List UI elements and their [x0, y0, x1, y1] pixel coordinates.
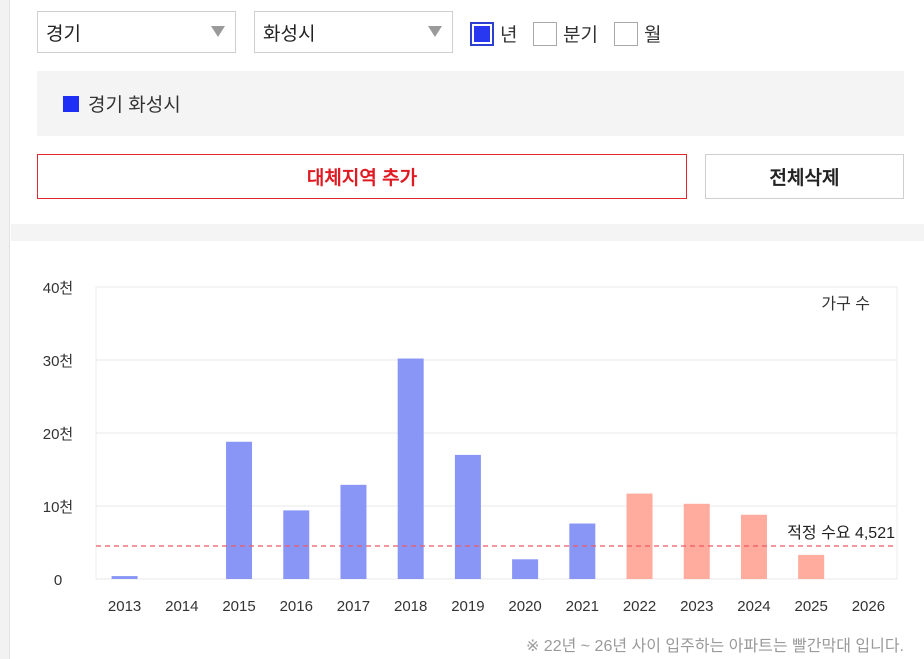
- bar: [226, 441, 253, 579]
- checkbox-icon[interactable]: [533, 21, 557, 46]
- bar: [512, 559, 539, 579]
- bar: [111, 576, 138, 579]
- bar: [626, 493, 653, 579]
- bar: [569, 523, 596, 579]
- period-month-label: 월: [644, 25, 662, 46]
- section-divider: [11, 224, 924, 241]
- reference-line-label: 적정 수요 4,521: [787, 524, 895, 542]
- city-select[interactable]: 화성시: [254, 11, 453, 53]
- x-tick-label: 2016: [280, 598, 313, 615]
- city-select-value: 화성시: [263, 23, 316, 45]
- supply-bar-chart: 0 10천 20천 30천 40천 2013 2014 2015 2016 2017 2018 201…: [43, 280, 898, 615]
- add-region-button[interactable]: 대체지역 추가: [37, 154, 687, 199]
- legend-label: 경기 화성시: [88, 95, 181, 116]
- bar: [454, 454, 481, 579]
- y-tick-label: 30천: [43, 353, 74, 370]
- x-tick-label: 2017: [337, 598, 370, 615]
- period-month-option[interactable]: 월: [614, 20, 661, 47]
- bar: [283, 510, 310, 579]
- bar: [798, 554, 825, 579]
- x-tick-label: 2024: [737, 598, 770, 615]
- x-tick-label: 2023: [680, 598, 713, 615]
- x-tick-label: 2014: [165, 598, 198, 615]
- y-tick-label: 10천: [43, 499, 74, 516]
- chart-footnote: ※ 22년 ~ 26년 사이 입주하는 아파트는 빨간막대 입니다.: [525, 638, 904, 655]
- bar: [397, 358, 424, 579]
- legend-swatch: [63, 95, 79, 112]
- period-year-option[interactable]: 년: [470, 20, 517, 47]
- period-year-label: 년: [500, 25, 518, 46]
- x-tick-label: 2015: [222, 598, 255, 615]
- dropdown-arrow-icon: [211, 26, 225, 37]
- checkbox-checked-icon[interactable]: [470, 21, 494, 46]
- chart-unit-label: 가구 수: [821, 295, 870, 313]
- y-tick-label: 40천: [43, 280, 74, 297]
- region-legend: 경기 화성시: [37, 71, 904, 136]
- x-tick-label: 2021: [566, 598, 599, 615]
- y-tick-label: 0: [54, 572, 62, 589]
- clear-all-button[interactable]: 전체삭제: [705, 154, 904, 199]
- bar: [340, 484, 367, 579]
- period-quarter-option[interactable]: 분기: [533, 20, 598, 47]
- province-select-value: 경기: [46, 23, 81, 45]
- y-tick-label: 20천: [43, 426, 74, 443]
- checkbox-icon[interactable]: [614, 21, 638, 46]
- x-tick-label: 2013: [108, 598, 141, 615]
- province-select[interactable]: 경기: [37, 11, 236, 53]
- x-tick-label: 2022: [623, 598, 656, 615]
- dropdown-arrow-icon: [428, 26, 442, 37]
- x-tick-label: 2018: [394, 598, 427, 615]
- bar: [740, 514, 767, 579]
- x-tick-label: 2019: [451, 598, 484, 615]
- period-quarter-label: 분기: [563, 25, 598, 46]
- bar: [683, 503, 710, 579]
- x-tick-label: 2020: [508, 598, 541, 615]
- x-tick-label: 2026: [852, 598, 885, 615]
- left-border: [0, 0, 10, 659]
- x-tick-label: 2025: [794, 598, 827, 615]
